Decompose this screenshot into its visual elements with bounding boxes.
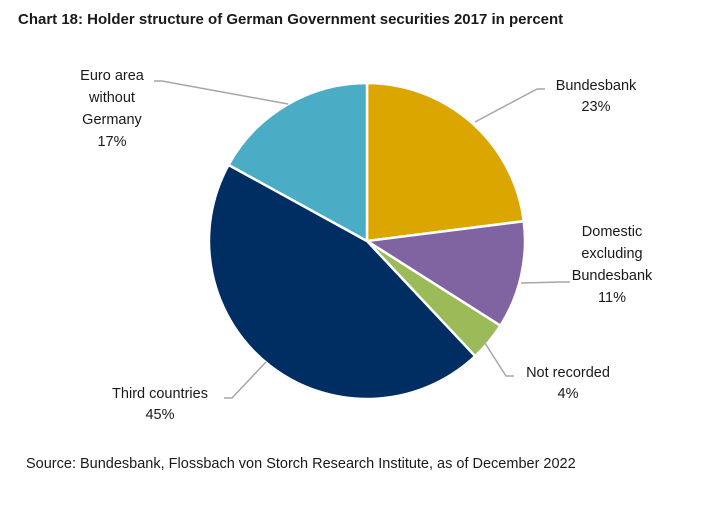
- slice-label-domestic-excluding-bundesbank: Domestic excluding Bundesbank 11%: [572, 224, 653, 306]
- pie-slice-domestic-excluding-bundesbank: [365, 219, 527, 327]
- slice-label-not-recorded: Not recorded 4%: [526, 365, 610, 402]
- leader-line-bundesbank: [474, 88, 545, 123]
- leader-lines: [154, 80, 570, 399]
- slice-label-third-countries: Third countries 45%: [112, 386, 208, 423]
- chart-source: Source: Bundesbank, Flossbach von Storch…: [26, 456, 576, 472]
- leader-line-third-countries: [224, 361, 267, 399]
- pie-slice-bundesbank: [365, 81, 525, 243]
- pie-slices: [207, 81, 527, 401]
- slice-label-euro-area-without-germany: Euro area without Germany 17%: [80, 68, 145, 150]
- chart-title: Chart 18: Holder structure of German Gov…: [18, 11, 564, 28]
- pie-slice-euro-area-without-germany: [227, 81, 369, 243]
- slice-label-bundesbank: Bundesbank 23%: [556, 78, 637, 115]
- leader-line-not-recorded: [482, 339, 514, 377]
- pie-slice-third-countries: [207, 163, 477, 401]
- leader-line-domestic-excluding-bundesbank: [520, 281, 570, 284]
- slice-labels: Bundesbank 23% Domestic excluding Bundesbank…: [80, 68, 653, 423]
- leader-line-euro-area-without-germany: [154, 80, 289, 105]
